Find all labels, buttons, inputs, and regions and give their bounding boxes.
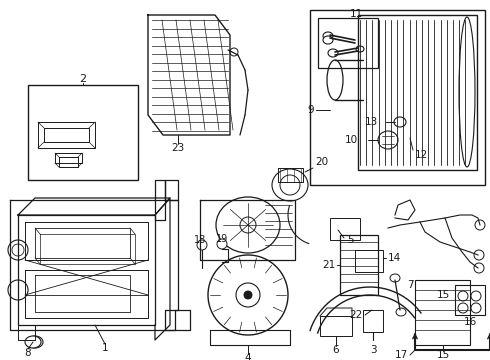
Ellipse shape — [197, 240, 207, 250]
Ellipse shape — [475, 220, 485, 230]
Bar — [363, 310, 383, 332]
Text: 9: 9 — [307, 105, 314, 115]
Text: 8: 8 — [24, 348, 31, 358]
Ellipse shape — [378, 131, 398, 149]
Ellipse shape — [27, 336, 43, 348]
Bar — [320, 316, 352, 336]
Ellipse shape — [396, 308, 406, 316]
Text: 2: 2 — [79, 74, 87, 84]
Text: 15: 15 — [437, 350, 450, 360]
Text: 14: 14 — [388, 253, 401, 263]
Bar — [355, 250, 383, 272]
Ellipse shape — [328, 49, 338, 57]
Text: 17: 17 — [395, 350, 408, 360]
Text: 1: 1 — [102, 343, 108, 353]
Ellipse shape — [474, 250, 484, 260]
Text: 5: 5 — [347, 235, 354, 245]
Ellipse shape — [230, 48, 238, 56]
Text: 19: 19 — [216, 234, 228, 244]
Ellipse shape — [216, 197, 280, 253]
Bar — [318, 18, 378, 68]
Text: 22: 22 — [349, 310, 362, 320]
Text: 12: 12 — [415, 150, 428, 160]
Ellipse shape — [217, 239, 227, 249]
Ellipse shape — [471, 303, 481, 313]
Ellipse shape — [25, 336, 41, 348]
Ellipse shape — [459, 17, 475, 167]
Bar — [358, 15, 477, 170]
Bar — [28, 85, 138, 180]
Text: 3: 3 — [369, 345, 376, 355]
Text: 11: 11 — [349, 9, 363, 19]
Ellipse shape — [323, 32, 333, 40]
Ellipse shape — [280, 175, 300, 195]
Ellipse shape — [208, 255, 288, 335]
Ellipse shape — [458, 291, 468, 301]
Bar — [415, 280, 470, 345]
Bar — [455, 285, 485, 315]
Text: 20: 20 — [315, 157, 328, 167]
Ellipse shape — [474, 263, 484, 273]
Text: 23: 23 — [172, 143, 185, 153]
Ellipse shape — [240, 217, 256, 233]
Ellipse shape — [272, 169, 308, 201]
Ellipse shape — [8, 240, 28, 260]
Ellipse shape — [327, 60, 343, 100]
Text: 10: 10 — [345, 135, 358, 145]
Ellipse shape — [8, 280, 28, 300]
Bar — [310, 10, 485, 185]
Text: 21: 21 — [322, 260, 335, 270]
Text: 16: 16 — [464, 317, 477, 327]
Text: 7: 7 — [407, 280, 414, 290]
Ellipse shape — [471, 291, 481, 301]
Ellipse shape — [12, 244, 24, 256]
Text: 15: 15 — [437, 290, 450, 300]
Ellipse shape — [323, 36, 333, 44]
Ellipse shape — [244, 291, 252, 299]
Ellipse shape — [236, 283, 260, 307]
Ellipse shape — [390, 274, 400, 282]
Text: 18: 18 — [194, 235, 206, 245]
Ellipse shape — [458, 303, 468, 313]
Bar — [330, 218, 360, 240]
Bar — [340, 235, 378, 295]
Text: 4: 4 — [245, 353, 251, 360]
Text: 13: 13 — [365, 117, 378, 127]
Ellipse shape — [394, 117, 406, 127]
Text: 6: 6 — [333, 345, 339, 355]
